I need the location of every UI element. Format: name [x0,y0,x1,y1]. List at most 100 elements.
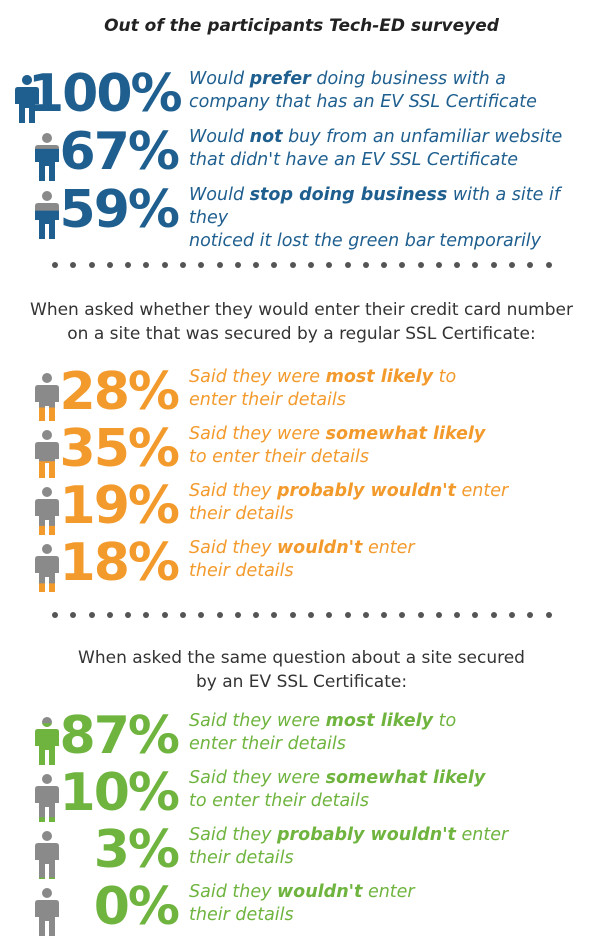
stat-description: Said they wouldn't enter their details [189,881,599,927]
dotted-divider [52,262,552,272]
stat-percent: 28% [59,362,180,422]
stat-row: 28% Said they were most likely to enter t… [0,362,603,424]
stat-percent: 3% [93,820,180,880]
divider-dot [216,612,223,618]
divider-dot [472,262,479,268]
desc-text: Said they [189,538,278,558]
person-icon [35,774,59,822]
divider-dot [472,612,479,618]
desc-emphasis: somewhat likely [325,424,486,444]
desc-text: to enter their details [189,447,370,467]
divider-dot [52,612,58,618]
desc-emphasis: stop doing business [249,185,448,205]
divider-dot [234,262,241,268]
desc-text: Said they [189,481,278,501]
stat-percent: 67% [59,122,180,182]
stat-description: Would stop doing business with a site if… [189,184,599,253]
divider-dot [381,612,388,618]
desc-text: Would [189,185,250,205]
person-icon [35,373,59,421]
stat-description: Said they probably wouldn't enter their … [189,480,599,526]
desc-text: Said they were [189,367,326,387]
divider-dot [179,262,186,268]
divider-dot [271,612,278,618]
divider-dot [179,612,186,618]
stat-row: 59% Would stop doing business with a site… [0,180,603,251]
desc-text: Said they [189,825,278,845]
desc-text: enter their details [189,882,415,925]
divider-dot [399,262,406,268]
divider-dot [52,262,58,268]
divider-dot [435,262,442,268]
divider-dot [527,262,534,268]
divider-dot [271,262,278,268]
stat-description: Said they were somewhat likely to enter … [189,767,599,813]
person-icon [35,191,59,239]
divider-dot [490,262,497,268]
person-icon [35,430,59,478]
divider-dot [454,262,461,268]
stat-percent: 0% [93,877,180,937]
divider-dot [344,612,351,618]
stat-description: Would not buy from an unfamiliar website… [189,126,599,172]
divider-dot [161,612,168,618]
person-icon [35,888,59,936]
divider-dot [307,262,314,268]
stat-description: Said they were most likely to enter thei… [189,366,599,412]
stat-row: 67% Would not buy from an unfamiliar webs… [0,122,603,184]
divider-dot [435,612,442,618]
divider-dot [490,612,497,618]
divider-dot [125,612,132,618]
section-heading-regular-ssl: When asked whether they would enter thei… [30,300,573,344]
stat-percent: 35% [59,419,180,479]
stat-description: Said they were most likely to enter thei… [189,710,599,756]
stat-description: Said they probably wouldn't enter their … [189,824,599,870]
infographic-title: Out of the participants Tech-ED surveyed [104,16,499,36]
divider-dot [106,612,113,618]
stat-percent: 10% [59,763,180,823]
desc-text: Said they were [189,711,326,731]
stat-percent: 100% [28,64,183,124]
stat-row: 35% Said they were somewhat likely to ent… [0,419,603,481]
desc-emphasis: wouldn't [277,882,363,902]
desc-text: doing business with a company that has a… [189,69,537,112]
person-icon [35,544,59,592]
divider-dot [70,612,77,618]
divider-dot [362,262,369,268]
divider-dot [417,262,424,268]
divider-dot [454,612,461,618]
desc-text: with a site if they noticed it lost the … [189,185,560,251]
stat-row: 87% Said they were most likely to enter t… [0,706,603,768]
desc-text: Would [189,127,250,147]
divider-dot [307,612,314,618]
dotted-divider [52,612,552,622]
desc-text: Said they were [189,424,326,444]
divider-dot [527,612,534,618]
divider-dot [198,612,205,618]
desc-emphasis: probably wouldn't [277,481,456,501]
desc-emphasis: prefer [249,69,311,89]
divider-dot [125,262,132,268]
desc-text: to enter their details [189,367,457,410]
divider-dot [289,262,296,268]
divider-dot [88,262,95,268]
divider-dot [417,612,424,618]
desc-text: enter their details [189,481,509,524]
desc-emphasis: probably wouldn't [277,825,456,845]
divider-dot [509,612,516,618]
divider-dot [289,612,296,618]
stat-row: 100% Would prefer doing business with a c… [0,64,603,126]
desc-text: Said they were [189,768,326,788]
desc-emphasis: somewhat likely [325,768,486,788]
desc-text: Would [189,69,250,89]
divider-dot [253,262,260,268]
desc-text: to enter their details [189,791,370,811]
person-icon [35,831,59,879]
stat-percent: 19% [59,476,180,536]
stat-percent: 18% [59,533,180,593]
divider-dot [509,262,516,268]
stat-description: Said they were somewhat likely to enter … [189,423,599,469]
divider-dot [234,612,241,618]
section-heading-ev-ssl: When asked the same question about a sit… [78,648,525,692]
desc-emphasis: most likely [325,367,434,387]
